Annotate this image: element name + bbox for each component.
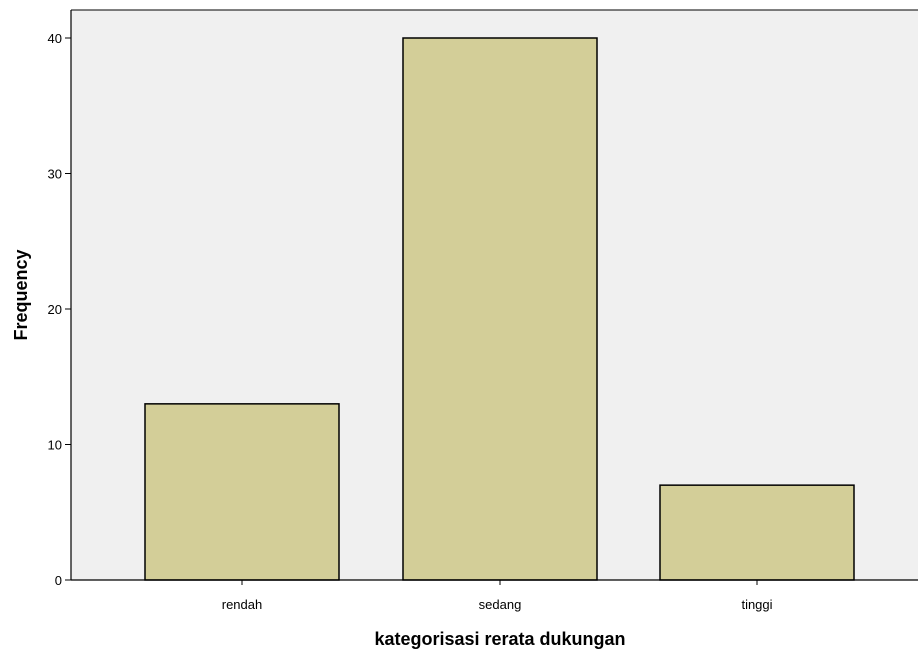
bars-layer bbox=[144, 37, 855, 581]
bar-rendah bbox=[144, 403, 340, 581]
x-tick-label: tinggi bbox=[741, 597, 772, 612]
x-tick-label: rendah bbox=[222, 597, 262, 612]
y-tick-label: 10 bbox=[48, 438, 62, 453]
y-ticks-layer: 0 10 20 30 40 bbox=[48, 31, 71, 588]
y-tick-label: 30 bbox=[48, 167, 62, 182]
bar-sedang bbox=[402, 37, 598, 581]
y-axis-title: Frequency bbox=[11, 249, 31, 340]
x-tick-label: sedang bbox=[479, 597, 522, 612]
y-tick-label: 20 bbox=[48, 302, 62, 317]
x-axis-title: kategorisasi rerata dukungan bbox=[374, 629, 625, 649]
y-tick-label: 40 bbox=[48, 31, 62, 46]
y-tick-label: 0 bbox=[55, 573, 62, 588]
bar-tinggi bbox=[659, 484, 855, 581]
x-ticks-layer: rendah sedang tinggi bbox=[222, 580, 773, 612]
